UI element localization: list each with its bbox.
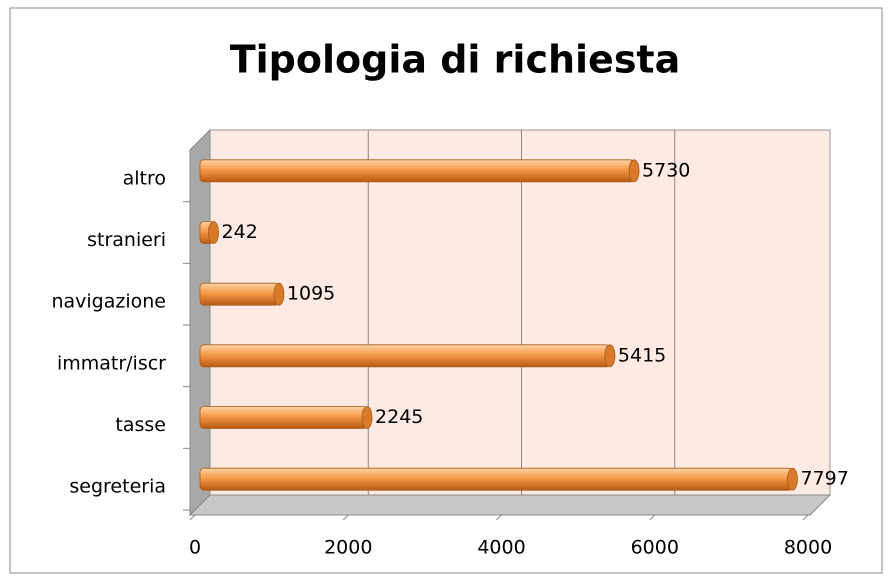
y-tick-label: altro	[123, 167, 166, 189]
bar	[199, 406, 368, 429]
bar-cap	[628, 159, 640, 183]
y-tick-label: navigazione	[51, 291, 166, 313]
bar	[199, 467, 793, 491]
data-label: 7797	[800, 468, 848, 490]
bar-cap	[273, 282, 285, 306]
tick-mark	[189, 514, 196, 521]
data-label: 242	[222, 221, 258, 243]
bar	[199, 159, 635, 183]
y-tick-label: immatr/iscr	[57, 352, 166, 374]
side-wall	[189, 128, 211, 517]
bar-cap	[604, 344, 616, 368]
chart-title: Tipologia di richiesta	[230, 38, 681, 82]
data-label: 5415	[618, 344, 666, 366]
tick-mark	[496, 514, 502, 521]
tick-mark	[802, 514, 809, 521]
x-tick-label: 2000	[324, 537, 372, 559]
back-wall	[209, 129, 831, 496]
bar-cap	[787, 467, 798, 491]
bar	[199, 282, 280, 306]
data-label: 2245	[375, 406, 423, 428]
y-tick-label: tasse	[115, 414, 166, 436]
tick-mark	[649, 514, 656, 521]
floor	[188, 494, 832, 516]
x-tick-label: 0	[189, 537, 201, 559]
bar-cap	[361, 406, 373, 429]
bar	[199, 344, 611, 368]
bar-cap	[208, 221, 219, 244]
x-tick-label: 8000	[784, 537, 832, 559]
y-tick-label: stranieri	[87, 229, 166, 251]
y-tick-label: segreteria	[69, 476, 166, 498]
x-tick-label: 6000	[631, 537, 679, 559]
data-label: 1095	[287, 283, 335, 305]
data-label: 5730	[642, 159, 690, 181]
x-tick-label: 4000	[477, 537, 525, 559]
tick-mark	[342, 514, 349, 521]
